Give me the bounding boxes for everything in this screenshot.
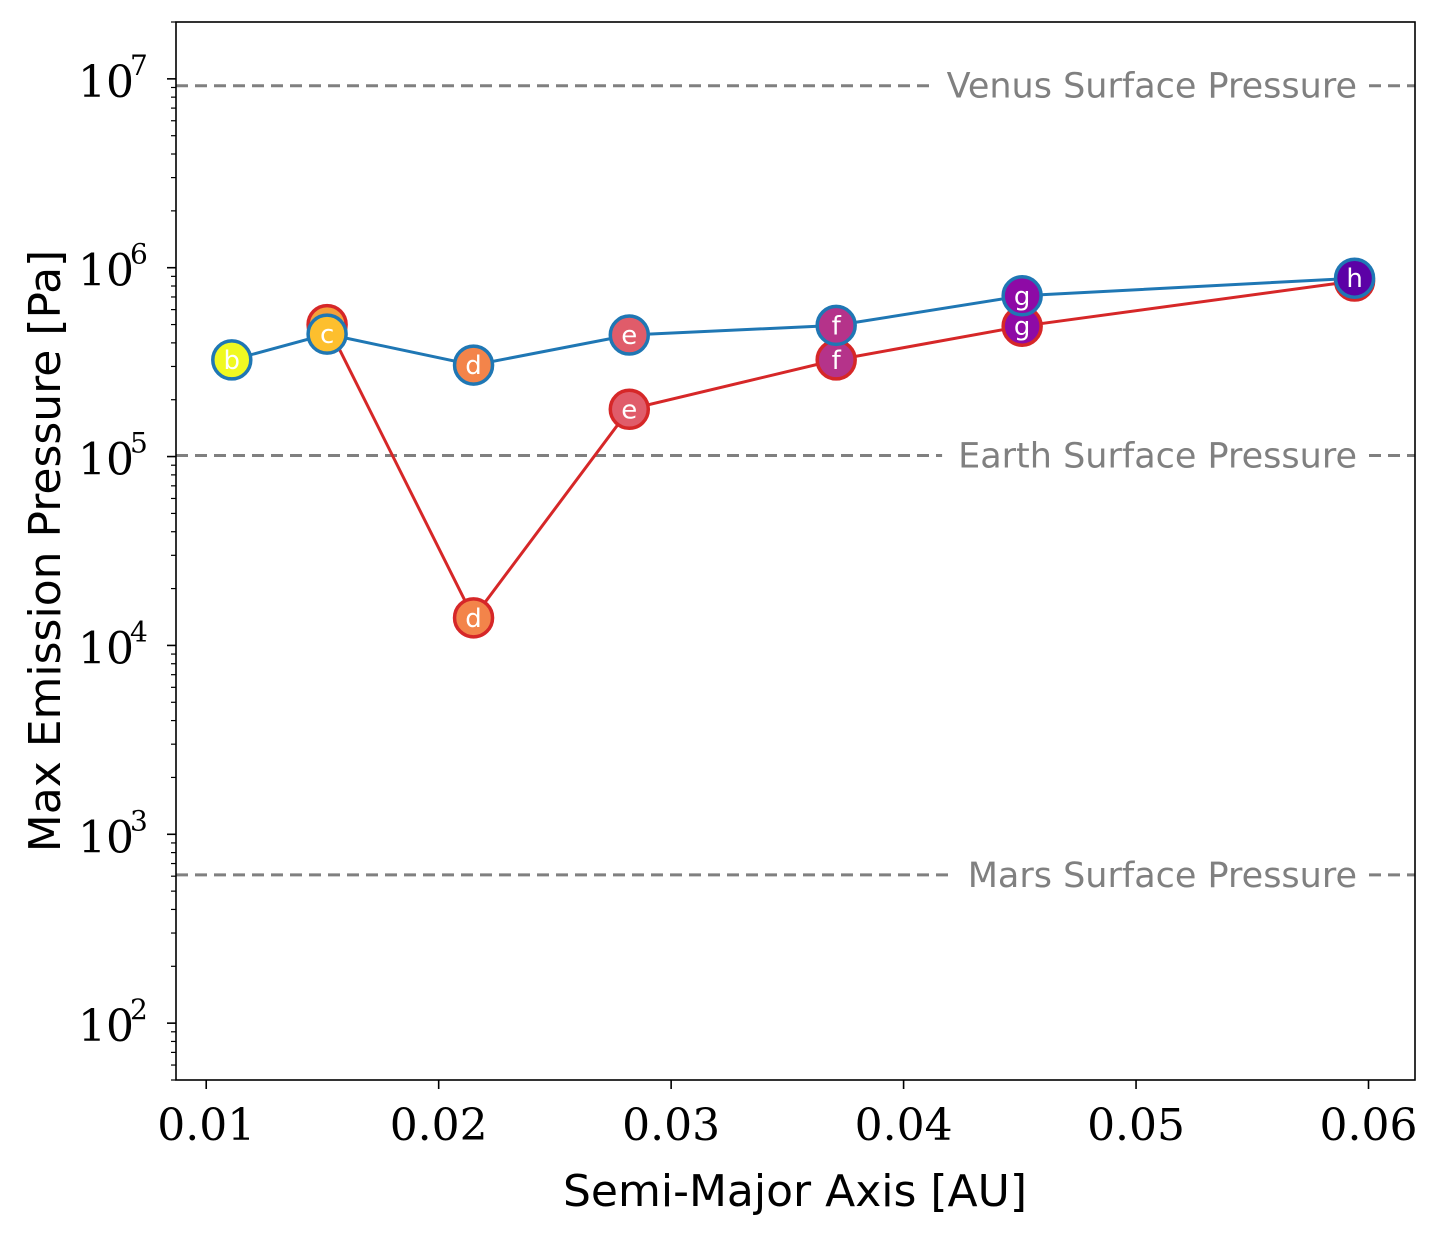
y-tick-label-exponent: 3 <box>130 804 148 837</box>
series-line <box>231 276 1355 367</box>
data-point-label: g <box>1014 282 1031 312</box>
reference-label: Venus Surface Pressure <box>947 67 1357 107</box>
data-point <box>1333 257 1376 299</box>
y-tick-label-base: 10 <box>78 812 134 863</box>
data-point-label: d <box>465 604 482 634</box>
x-tick-label: 0.05 <box>1087 1100 1185 1151</box>
x-tick-label: 0.01 <box>157 1100 255 1151</box>
data-point-label: f <box>832 311 842 341</box>
x-tick-label: 0.04 <box>855 1100 953 1151</box>
data-point-label: e <box>621 321 637 351</box>
data-point-label: f <box>832 346 842 376</box>
x-tick-label: 0.02 <box>390 1100 488 1151</box>
y-tick-label-exponent: 4 <box>130 615 148 648</box>
y-tick-label-exponent: 6 <box>130 238 148 271</box>
y-tick-label-exponent: 5 <box>130 427 148 460</box>
series-line <box>325 279 1355 621</box>
data-point-label: e <box>621 395 637 425</box>
data-point-label: h <box>1346 264 1362 294</box>
y-tick-label-exponent: 2 <box>130 993 148 1026</box>
y-tick-label-base: 10 <box>78 435 134 486</box>
y-tick-label-base: 10 <box>78 1001 134 1052</box>
data-point <box>608 314 651 356</box>
y-tick-label-base: 10 <box>78 246 134 297</box>
data-point-label: c <box>320 320 334 350</box>
y-tick-label-exponent: 7 <box>130 49 148 82</box>
x-tick-label: 0.03 <box>622 1100 720 1151</box>
plot-frame <box>175 21 1416 1081</box>
series-layer: cdefghbcdefgh <box>211 257 1376 639</box>
data-point <box>452 344 495 386</box>
x-tick-label: 0.06 <box>1320 1100 1418 1151</box>
y-axis-title: Max Emission Pressure [Pa] <box>20 250 71 852</box>
data-point <box>452 597 495 639</box>
reference-label: Mars Surface Pressure <box>968 856 1357 896</box>
data-point <box>306 313 348 355</box>
ticks-layer: 0.01 0.02 0.03 0.04 0.05 0.061021031041051061… <box>78 21 1418 1151</box>
data-point-label: g <box>1014 312 1031 342</box>
y-tick-label-base: 10 <box>78 623 134 674</box>
reference-lines-layer: Venus Surface Pressure Earth Surface Pres… <box>176 67 1415 896</box>
data-point <box>608 388 651 431</box>
data-point <box>1001 275 1043 317</box>
x-axis-title: Semi-Major Axis [AU] <box>563 1166 1027 1217</box>
data-point-label: b <box>224 346 241 376</box>
data-point <box>211 339 253 381</box>
data-point <box>815 304 857 347</box>
reference-label: Earth Surface Pressure <box>958 436 1357 476</box>
y-tick-label-base: 10 <box>78 57 134 108</box>
data-point-label: d <box>465 351 482 381</box>
